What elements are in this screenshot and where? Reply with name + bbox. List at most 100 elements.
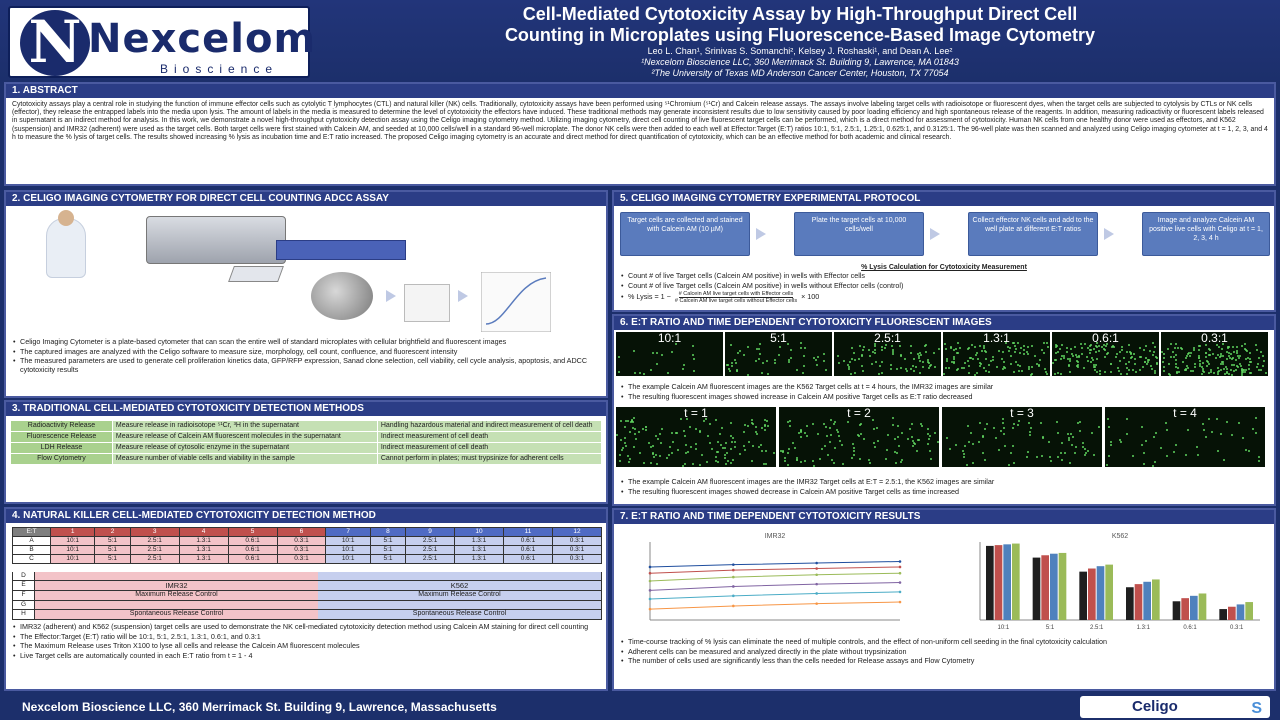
plate-cell: 1.3:1 xyxy=(454,545,505,555)
ratio-image: 5:1 xyxy=(725,332,832,376)
plate-cell: 1.3:1 xyxy=(178,536,229,546)
s6-bullet: The resulting fluorescent images showed … xyxy=(620,487,1268,497)
formula-right: × 100 xyxy=(801,292,820,302)
bar xyxy=(1245,602,1253,620)
plate-cell: 10:1 xyxy=(325,536,371,546)
s5-bullet: Count # of live Target cells (Calcein AM… xyxy=(620,271,1268,281)
time-label: t = 2 xyxy=(847,407,871,421)
celigo-illustration xyxy=(6,206,606,336)
microplate xyxy=(228,266,284,282)
plate-cell: 5:1 xyxy=(369,545,407,555)
data-point xyxy=(648,597,652,601)
s2-bullet-list: Celigo Imaging Cytometer is a plate-base… xyxy=(6,336,606,377)
bar xyxy=(1190,595,1198,620)
formula-left: % Lysis = 1 − xyxy=(628,292,671,302)
bar xyxy=(994,545,1003,620)
series-line xyxy=(649,572,901,582)
plate-row: A 10:1 5:1 2.5:1 1.3:1 0.6:1 0.3:1 10:1 5:1 2.5:1… xyxy=(11,536,603,546)
ratio-label: 2.5:1 xyxy=(874,332,901,345)
bar xyxy=(1096,566,1105,620)
scientist-figure xyxy=(46,218,86,278)
s6-bullet-list-1: The example Calcein AM fluorescent image… xyxy=(614,382,1274,403)
plate-col-header: 3 xyxy=(129,527,180,537)
data-point xyxy=(815,561,818,565)
bar xyxy=(1050,553,1058,620)
row-label: H xyxy=(13,610,35,619)
data-point xyxy=(815,567,818,570)
s5-bullet-list: Count # of live Target cells (Calcein AM… xyxy=(614,271,1274,306)
time-image: t = 1 xyxy=(616,407,776,468)
bar xyxy=(1219,609,1227,620)
time-image: t = 4 xyxy=(1105,407,1265,468)
arrow-icon xyxy=(930,228,940,240)
chart-background xyxy=(620,528,940,636)
plate-cell: 2.5:1 xyxy=(129,554,180,564)
protocol-step-3: Collect effector NK cells and add to the… xyxy=(968,212,1098,256)
data-point xyxy=(732,585,735,588)
plate-cell: 0.3:1 xyxy=(276,536,327,546)
plate-cell: 1.3:1 xyxy=(178,554,229,564)
time-label: t = 3 xyxy=(1010,407,1034,421)
plate-col-header: 4 xyxy=(178,527,229,537)
bar xyxy=(1126,587,1134,620)
logo-letter: N xyxy=(20,10,90,76)
data-point xyxy=(732,563,735,566)
bar xyxy=(1181,598,1189,620)
plate-cell: 10:1 xyxy=(50,545,96,555)
method-limitation: Indirect measurement of cell death xyxy=(376,431,603,443)
time-image-row: t = 1 t = 2 t = 3 t = 4 xyxy=(616,405,1272,475)
plate-row-f: F Maximum Release Control Maximum Releas… xyxy=(12,591,602,601)
spont-release-k562: Spontaneous Release Control xyxy=(318,610,601,619)
plate-col-header: 6 xyxy=(276,527,327,537)
methods-table: Radioactivity Release Measure release in … xyxy=(10,420,603,465)
method-name: LDH Release xyxy=(10,442,113,454)
ratio-label: 5:1 xyxy=(770,332,787,345)
time-label: t = 4 xyxy=(1173,407,1197,421)
method-limitation: Handling hazardous material and indirect… xyxy=(376,420,603,432)
plate-row-h: H Spontaneous Release Control Spontaneou… xyxy=(12,610,602,620)
series-line xyxy=(649,582,901,591)
data-point xyxy=(898,560,902,563)
plate-cell: 10:1 xyxy=(325,545,371,555)
plate-cell: 1.3:1 xyxy=(454,554,505,564)
target-label-imr32: IMR32 xyxy=(35,581,318,590)
data-point xyxy=(648,607,652,611)
plate-col-header: 2 xyxy=(94,527,131,537)
plate-cell: 0.3:1 xyxy=(551,536,603,546)
s7-bullet: Adherent cells can be measured and analy… xyxy=(620,647,1270,657)
plate-layout: E:T 1 2 3 4 5 6 7 8 9 10 11 12 A 10:1 5:1 2.5:1 1.3:1 0.6… xyxy=(11,527,603,620)
x-tick-label: 10:1 xyxy=(997,625,1009,631)
x-tick-label: 5:1 xyxy=(1046,625,1055,631)
ratio-label: 0.6:1 xyxy=(1092,332,1119,345)
row-label: B xyxy=(11,545,52,555)
series-line xyxy=(649,566,901,574)
method-limitation: Cannot perform in plates; must trypsiniz… xyxy=(376,453,603,465)
s2-bullet: The measured parameters are used to gene… xyxy=(12,356,600,374)
plate-cell: 5:1 xyxy=(94,554,131,564)
cells-thumbnail xyxy=(404,284,450,322)
s2-bullet: The captured images are analyzed with th… xyxy=(12,347,600,357)
series-line xyxy=(649,591,901,600)
target-label-k562: K562 xyxy=(318,581,601,590)
plate-cell: 0.6:1 xyxy=(503,545,553,555)
celigo-swoosh-icon: S xyxy=(1251,700,1262,717)
bar xyxy=(1105,564,1113,620)
data-point xyxy=(898,600,902,604)
method-description: Measure release of Calcein AM fluorescen… xyxy=(111,431,378,443)
plate-cell: 0.3:1 xyxy=(276,554,327,564)
poster-title: Cell-Mediated Cytotoxicity Assay by High… xyxy=(330,4,1270,46)
data-point xyxy=(648,589,652,592)
bar xyxy=(1012,543,1020,620)
s4-bullet-list: IMR32 (adherent) and K562 (suspension) t… xyxy=(6,622,606,660)
formula-numerator: # Calcein AM live target cells with Effe… xyxy=(678,291,794,299)
row-label: C xyxy=(11,554,52,564)
ratio-label: 0.3:1 xyxy=(1201,332,1228,345)
footer: Nexcelom Bioscience LLC, 360 Merrimack S… xyxy=(0,694,1280,720)
plate-col-header: 10 xyxy=(454,527,505,537)
data-point xyxy=(648,571,652,575)
method-name: Flow Cytometry xyxy=(10,453,113,465)
protocol-step-4: Image and analyze Calcein AM positive li… xyxy=(1142,212,1270,256)
plate-cell: 2.5:1 xyxy=(405,545,456,555)
data-point xyxy=(732,604,735,608)
bar xyxy=(1134,584,1143,620)
